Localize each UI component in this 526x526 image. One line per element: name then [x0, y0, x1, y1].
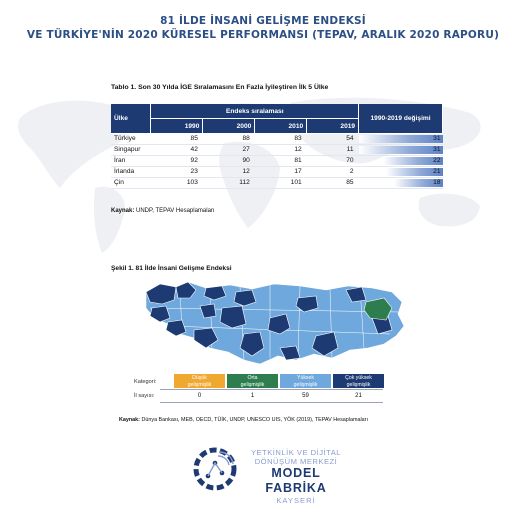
- legend-medium: Orta gelişmişlik: [227, 374, 278, 388]
- table-title: Tablo 1. Son 30 Yılda İGE Sıralamasını E…: [111, 84, 329, 91]
- table-row: Türkiye 85 88 83 54 31: [111, 133, 443, 145]
- country-name: Singapur: [111, 144, 151, 156]
- country-name: Çin: [111, 177, 151, 189]
- legend-divider: [160, 402, 383, 403]
- header-year: 1990: [150, 118, 204, 134]
- title-line-2: VE TÜRKİYE'NİN 2020 KÜRESEL PERFORMANSI …: [26, 29, 500, 41]
- source-label: Kaynak:: [111, 208, 135, 214]
- change-bar: [382, 157, 443, 165]
- legend-high: Yüksek gelişmişlik: [280, 374, 331, 388]
- rank-cell: 112: [202, 177, 255, 189]
- rank-cell: 54: [306, 133, 359, 145]
- count-high: 59: [302, 393, 309, 399]
- table-row: İrlanda 23 12 17 2 21: [111, 166, 443, 178]
- rank-cell: 85: [306, 177, 359, 189]
- rank-cell: 27: [202, 144, 255, 156]
- table-source: Kaynak: UNDP, TEPAV Hesaplamaları: [111, 208, 215, 214]
- figure-title: Şekil 1. 81 İlde İnsani Gelişme Endeksi: [111, 265, 232, 272]
- table-row: Çin 103 112 101 85 18: [111, 177, 443, 189]
- logo-text: YETKİNLİK VE DİJİTAL DÖNÜŞÜM MERKEZİ MOD…: [246, 448, 346, 505]
- change-bar: [358, 135, 443, 143]
- page-title: 81 İLDE İNSANİ GELİŞME ENDEKSİ VE TÜRKİY…: [0, 14, 526, 42]
- logo-line-1: YETKİNLİK VE DİJİTAL: [250, 448, 342, 457]
- rank-cell: 103: [150, 177, 203, 189]
- header-year: 2000: [202, 118, 256, 134]
- legend-text: gelişmişlik: [240, 381, 265, 388]
- rank-cell: 70: [306, 155, 359, 167]
- legend-low: Düşük gelişmişlik: [174, 374, 225, 388]
- change-value: 31: [433, 135, 441, 142]
- change-cell: 22: [358, 155, 443, 167]
- change-value: 21: [433, 168, 441, 175]
- change-value: 31: [433, 146, 441, 153]
- change-value: 18: [433, 179, 441, 186]
- legend-text: gelişmişlik: [187, 381, 212, 388]
- country-name: İran: [111, 155, 151, 167]
- source-text: UNDP, TEPAV Hesaplamaları: [134, 208, 215, 214]
- table-row: İran 92 90 81 70 22: [111, 155, 443, 167]
- change-value: 22: [433, 157, 441, 164]
- figure-source: Kaynak: Dünya Bankası, MEB, OECD, TÜİK, …: [119, 417, 368, 423]
- country-name: Türkiye: [111, 133, 151, 145]
- rank-cell: 92: [150, 155, 203, 167]
- count-low: 0: [197, 393, 202, 399]
- rank-cell: 83: [254, 133, 307, 145]
- change-cell: 18: [358, 177, 443, 189]
- header-change: 1990-2019 değişimi: [358, 104, 443, 134]
- legend-text: gelişmişlik: [293, 381, 318, 388]
- map-region-very-high: [145, 281, 393, 361]
- header-index-rank: Endeks sıralaması: [150, 104, 360, 119]
- legend-text: Çok yüksek: [345, 375, 372, 381]
- change-bar: [358, 146, 443, 154]
- rank-cell: 11: [306, 144, 359, 156]
- header-country: Ülke: [111, 104, 152, 134]
- header-year: 2019: [306, 118, 360, 134]
- source-text: Dünya Bankası, MEB, OECD, TÜİK, UNDP, UN…: [139, 417, 368, 423]
- rank-cell: 88: [202, 133, 255, 145]
- logo-line-3: MODEL FABRİKA: [265, 466, 327, 495]
- count-medium: 1: [250, 393, 255, 399]
- header-year: 2010: [254, 118, 308, 134]
- count-very-high: 21: [355, 393, 362, 399]
- rank-cell: 2: [306, 166, 359, 178]
- rank-cell: 81: [254, 155, 307, 167]
- hdi-ranking-table: Ülke Endeks sıralaması 1990-2019 değişim…: [111, 104, 443, 189]
- legend-label: Kategori:: [134, 379, 157, 385]
- rank-cell: 12: [254, 144, 307, 156]
- rank-cell: 12: [202, 166, 255, 178]
- logo-line-4: KAYSERİ: [276, 496, 316, 505]
- source-label: Kaynak:: [119, 417, 140, 423]
- change-cell: 31: [358, 133, 443, 145]
- legend-very-high: Çok yüksek gelişmişlik: [333, 374, 384, 388]
- gear-logo-icon: [193, 447, 237, 491]
- logo-line-2: DÖNÜŞÜM MERKEZİ: [254, 457, 338, 466]
- count-label: İl sayısı:: [134, 393, 155, 399]
- change-cell: 21: [358, 166, 443, 178]
- rank-cell: 23: [150, 166, 203, 178]
- rank-cell: 17: [254, 166, 307, 178]
- rank-cell: 101: [254, 177, 307, 189]
- change-cell: 31: [358, 144, 443, 156]
- title-line-1: 81 İLDE İNSANİ GELİŞME ENDEKSİ: [160, 15, 366, 27]
- map-region-medium: [363, 297, 393, 321]
- country-name: İrlanda: [111, 166, 151, 178]
- turkey-province-map: [145, 281, 405, 365]
- table-row: Singapur 42 27 12 11 31: [111, 144, 443, 156]
- legend-divider: [160, 389, 383, 390]
- legend-text: Yüksek: [296, 375, 314, 381]
- legend-text: Orta: [247, 375, 258, 381]
- legend-text: Düşük: [192, 375, 207, 381]
- legend-text: gelişmişlik: [346, 381, 371, 388]
- rank-cell: 42: [150, 144, 203, 156]
- change-bar: [393, 179, 443, 187]
- change-bar: [385, 168, 443, 176]
- rank-cell: 85: [150, 133, 203, 145]
- rank-cell: 90: [202, 155, 255, 167]
